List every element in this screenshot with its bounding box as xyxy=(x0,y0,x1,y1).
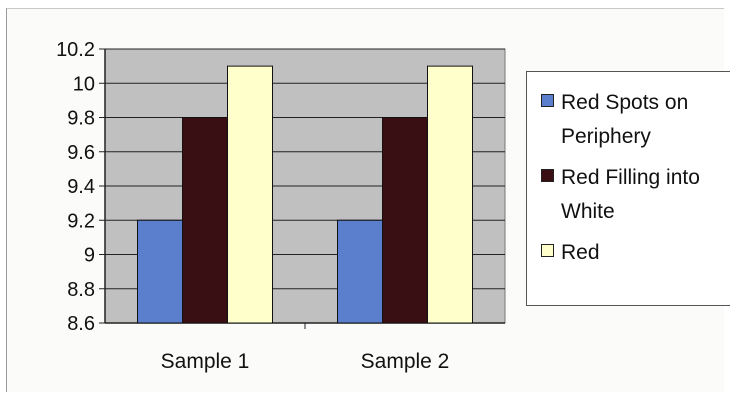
bar xyxy=(382,117,428,324)
bar xyxy=(182,117,228,324)
y-tick-label: 9.2 xyxy=(67,210,95,232)
legend-label-red: Red xyxy=(561,241,600,264)
bar xyxy=(337,219,383,324)
bar xyxy=(427,65,473,324)
y-tick-label: 10 xyxy=(73,73,95,95)
y-tick-label: 9.4 xyxy=(67,176,95,198)
bar xyxy=(137,219,183,324)
bar-chart: 8.6 8.8 9 9.2 9.4 9.6 9.8 10 10.2 Sample 1 Sample … xyxy=(56,39,506,373)
y-tick-label: 8.8 xyxy=(67,279,95,301)
y-tick-label: 10.2 xyxy=(56,39,95,61)
y-tick-label: 8.6 xyxy=(67,313,95,335)
legend-swatch-red-spots xyxy=(541,94,554,107)
legend-swatch-red-filling xyxy=(541,169,554,182)
y-tick-label: 9.6 xyxy=(67,142,95,164)
legend: Red Spots on Periphery Red Filling into … xyxy=(526,71,730,306)
x-category-label: Sample 2 xyxy=(361,350,450,373)
legend-label-red-spots: Red Spots on Periphery xyxy=(561,91,689,148)
y-tick-label: 9 xyxy=(84,245,95,267)
legend-swatch-red xyxy=(541,244,554,257)
chart-frame: 8.6 8.8 9 9.2 9.4 9.6 9.8 10 10.2 Sample 1 Sample … xyxy=(6,8,730,392)
legend-label-red-filling: Red Filling into White xyxy=(561,166,700,223)
y-tick-label: 9.8 xyxy=(67,108,95,130)
x-category-label: Sample 1 xyxy=(161,350,250,373)
bar xyxy=(227,65,273,324)
